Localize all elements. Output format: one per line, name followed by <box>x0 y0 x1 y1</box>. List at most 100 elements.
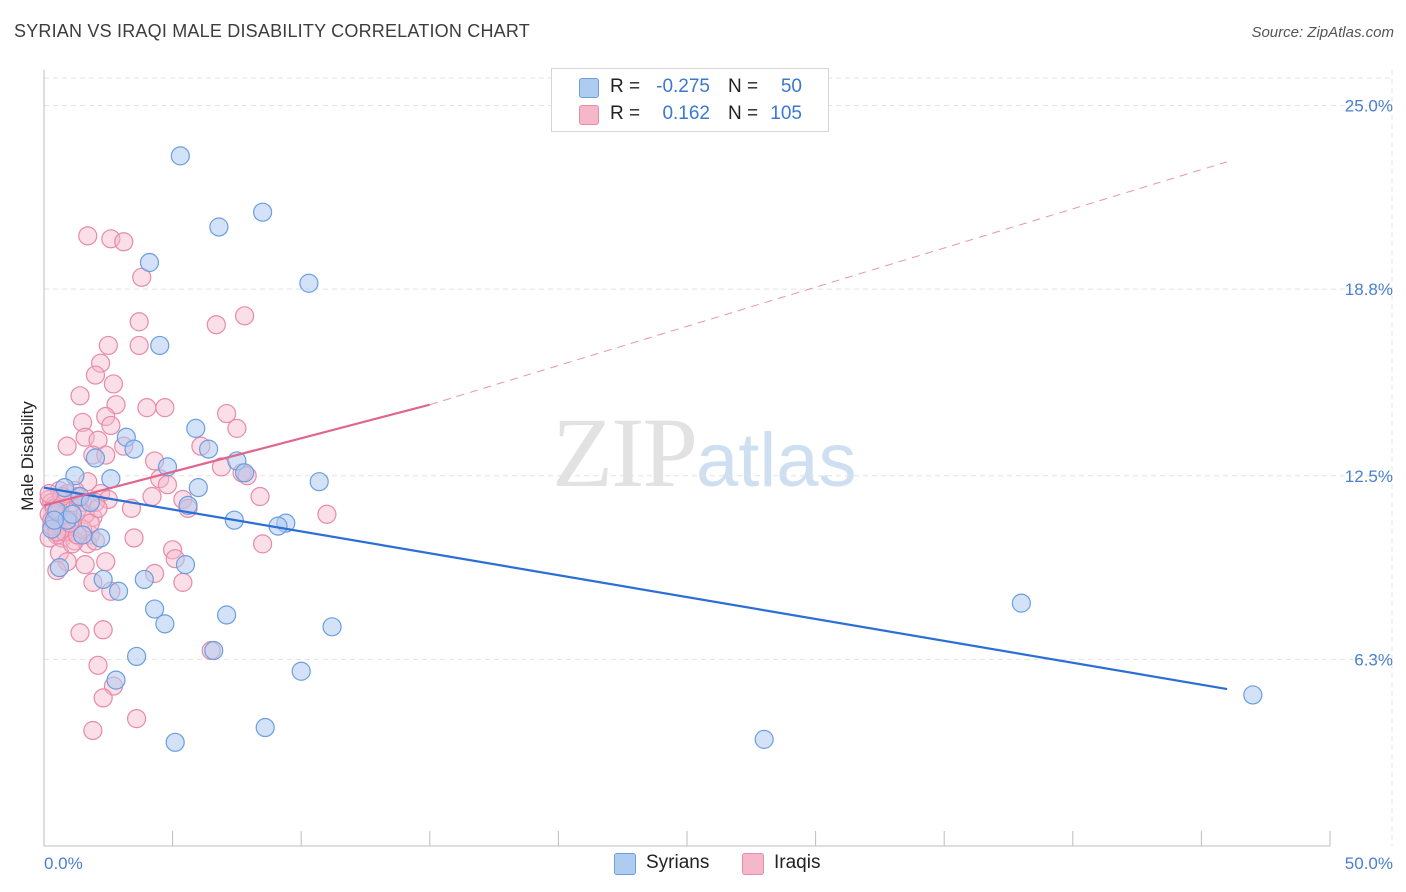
x-tick-label-min: 0.0% <box>44 854 83 873</box>
iraqis-point <box>253 534 273 554</box>
iraqis-points <box>39 226 337 741</box>
iraqis-point <box>250 486 270 507</box>
syrians-point <box>108 581 129 601</box>
iraqis-point <box>217 403 237 424</box>
iraqis-point <box>155 398 175 418</box>
iraqis-point <box>85 365 106 385</box>
iraqis-point <box>57 436 77 456</box>
syrians-point <box>165 732 185 752</box>
iraqis-point <box>114 232 134 252</box>
iraqis-point <box>101 415 121 436</box>
iraqis-point <box>96 552 116 572</box>
iraqis-point <box>70 623 90 643</box>
syrians-point <box>291 661 311 681</box>
iraqis-point <box>98 335 118 356</box>
syrians-point <box>85 448 106 468</box>
syrians-trend-line <box>43 486 1228 691</box>
y-tick-label: 12.5% <box>1345 467 1393 486</box>
syrians-point <box>199 439 219 459</box>
iraqis-point <box>227 418 247 438</box>
syrians-point <box>186 418 206 438</box>
axis-labels: 6.3% 12.5% 18.8% 25.0% 0.0% 50.0% Male Disabil… <box>18 97 1393 873</box>
iraqis-point <box>317 504 337 524</box>
iraqis-point <box>129 335 149 356</box>
syrians-point <box>44 510 64 530</box>
iraqis-point <box>206 315 226 335</box>
syrians-point <box>72 525 93 545</box>
syrians-point <box>124 439 144 459</box>
axes <box>43 70 1331 847</box>
y-tick-label: 25.0% <box>1345 97 1393 116</box>
syrians-point <box>49 557 70 578</box>
syrians-point <box>175 555 196 575</box>
iraqis-point <box>129 312 149 332</box>
syrians-point <box>754 729 774 749</box>
chart-title: SYRIAN VS IRAQI MALE DISABILITY CORRELAT… <box>14 21 530 41</box>
syrians-point <box>126 646 147 667</box>
syrians-point <box>178 495 198 515</box>
iraqis-point <box>142 486 162 507</box>
iraqis-swatch <box>579 105 599 125</box>
y-tick-label: 6.3% <box>1354 650 1393 669</box>
iraqis-point <box>235 306 255 326</box>
syrians-points <box>42 146 1263 752</box>
syrians-point <box>155 614 175 634</box>
watermark-atlas: atlas <box>696 418 857 503</box>
iraqis-point <box>90 353 111 373</box>
r-label: R = <box>610 103 641 124</box>
watermark-zip: ZIP <box>552 397 698 508</box>
syrians-swatch <box>614 853 636 875</box>
iraqis-point <box>88 655 108 675</box>
syrians-point <box>309 472 329 492</box>
syrians-point <box>235 463 255 483</box>
syrians-point <box>299 273 319 293</box>
iraqis-point <box>72 412 93 433</box>
iraqis-point <box>124 528 144 548</box>
iraqis-point <box>157 475 178 495</box>
syrians-point <box>253 202 273 222</box>
syrians-point <box>188 478 208 498</box>
iraqis-point <box>83 720 103 741</box>
iraqis-point <box>103 374 124 394</box>
syrians-point <box>150 335 170 356</box>
x-tick-label-max: 50.0% <box>1345 854 1393 873</box>
iraqis-r-value: 0.162 <box>662 103 710 124</box>
syrians-point <box>62 504 82 524</box>
syrians-point <box>144 599 165 619</box>
iraqis-point <box>93 620 113 640</box>
iraqis-trend-line <box>43 403 431 507</box>
trend-lines <box>43 161 1228 691</box>
syrians-point <box>255 717 275 738</box>
syrians-point <box>93 569 113 590</box>
gridlines <box>44 70 1393 846</box>
syrians-point <box>170 146 190 166</box>
iraqis-trend-extension <box>429 161 1228 406</box>
iraqis-point <box>93 688 113 708</box>
syrians-r-value: -0.275 <box>656 76 710 97</box>
y-tick-label: 18.8% <box>1345 280 1393 299</box>
syrians-point <box>134 569 154 590</box>
iraqis-swatch <box>742 853 764 875</box>
n-label: N = <box>728 103 759 124</box>
correlation-legend: R = -0.275 N = 50 R = 0.162 N = 105 <box>551 68 829 132</box>
iraqis-point <box>70 386 90 406</box>
iraqis-point <box>78 226 98 246</box>
source-label: Source: ZipAtlas.com <box>1251 24 1394 41</box>
legend-row-iraqis: R = 0.162 N = 105 <box>552 100 828 128</box>
legend-row-syrians: R = -0.275 N = 50 <box>552 73 828 101</box>
syrians-n-value: 50 <box>780 76 802 97</box>
syrians-point <box>1243 685 1263 705</box>
y-axis-title: Male Disability <box>18 401 37 511</box>
syrians-point <box>1011 593 1031 613</box>
r-label: R = <box>610 76 641 97</box>
syrians-point <box>139 252 160 273</box>
syrians-point <box>90 528 111 548</box>
iraqis-point <box>173 572 193 592</box>
syrians-point <box>217 605 237 625</box>
iraqis-point <box>126 709 147 729</box>
syrians-point <box>204 640 224 661</box>
iraqis-point <box>137 398 157 418</box>
syrians-point <box>322 617 342 637</box>
n-label: N = <box>728 76 759 97</box>
